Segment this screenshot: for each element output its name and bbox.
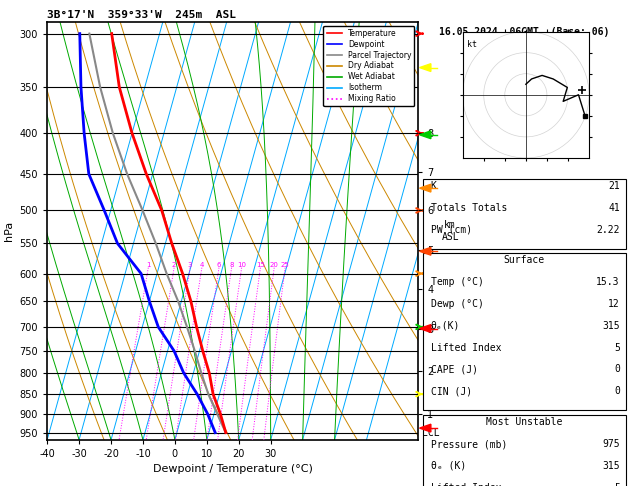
Text: 5: 5: [614, 483, 620, 486]
Text: θₑ(K): θₑ(K): [431, 321, 460, 331]
Text: 0: 0: [614, 364, 620, 375]
Text: 12: 12: [608, 299, 620, 309]
Bar: [423, 179, 626, 249]
Text: 975: 975: [602, 439, 620, 449]
Legend: Temperature, Dewpoint, Parcel Trajectory, Dry Adiabat, Wet Adiabat, Isotherm, Mi: Temperature, Dewpoint, Parcel Trajectory…: [323, 26, 415, 106]
Text: CIN (J): CIN (J): [431, 386, 472, 396]
Text: 2.22: 2.22: [596, 225, 620, 235]
Text: 15.3: 15.3: [596, 277, 620, 287]
Text: 21: 21: [608, 181, 620, 191]
Text: CAPE (J): CAPE (J): [431, 364, 478, 375]
X-axis label: Dewpoint / Temperature (°C): Dewpoint / Temperature (°C): [153, 465, 313, 474]
Text: 41: 41: [608, 203, 620, 213]
Text: 25: 25: [281, 262, 289, 268]
Text: Dewp (°C): Dewp (°C): [431, 299, 484, 309]
Text: Totals Totals: Totals Totals: [431, 203, 507, 213]
Text: 16.05.2024  06GMT  (Base: 06): 16.05.2024 06GMT (Base: 06): [439, 27, 610, 37]
Text: K: K: [431, 181, 437, 191]
Bar: [423, 253, 626, 410]
Text: 0: 0: [614, 386, 620, 396]
Text: Temp (°C): Temp (°C): [431, 277, 484, 287]
Text: 8: 8: [230, 262, 234, 268]
Text: 5: 5: [614, 343, 620, 353]
Text: 315: 315: [602, 461, 620, 471]
Text: 2: 2: [172, 262, 176, 268]
Text: 15: 15: [256, 262, 265, 268]
Text: 6: 6: [217, 262, 221, 268]
Y-axis label: hPa: hPa: [4, 221, 14, 241]
Y-axis label: km
ASL: km ASL: [442, 220, 459, 242]
Text: 315: 315: [602, 321, 620, 331]
Text: Lifted Index: Lifted Index: [431, 483, 501, 486]
Bar: [423, 415, 626, 486]
Text: 4: 4: [199, 262, 204, 268]
Text: 3B°17'N  359°33'W  245m  ASL: 3B°17'N 359°33'W 245m ASL: [47, 10, 236, 20]
Text: 10: 10: [237, 262, 246, 268]
Text: Surface: Surface: [504, 256, 545, 265]
Text: Lifted Index: Lifted Index: [431, 343, 501, 353]
Text: kt: kt: [467, 40, 477, 49]
Text: LCL: LCL: [422, 428, 440, 437]
Text: Pressure (mb): Pressure (mb): [431, 439, 507, 449]
Text: 1: 1: [146, 262, 150, 268]
Text: 3: 3: [188, 262, 192, 268]
Text: 20: 20: [270, 262, 279, 268]
Text: PW (cm): PW (cm): [431, 225, 472, 235]
Text: Most Unstable: Most Unstable: [486, 417, 562, 427]
Text: θₑ (K): θₑ (K): [431, 461, 466, 471]
